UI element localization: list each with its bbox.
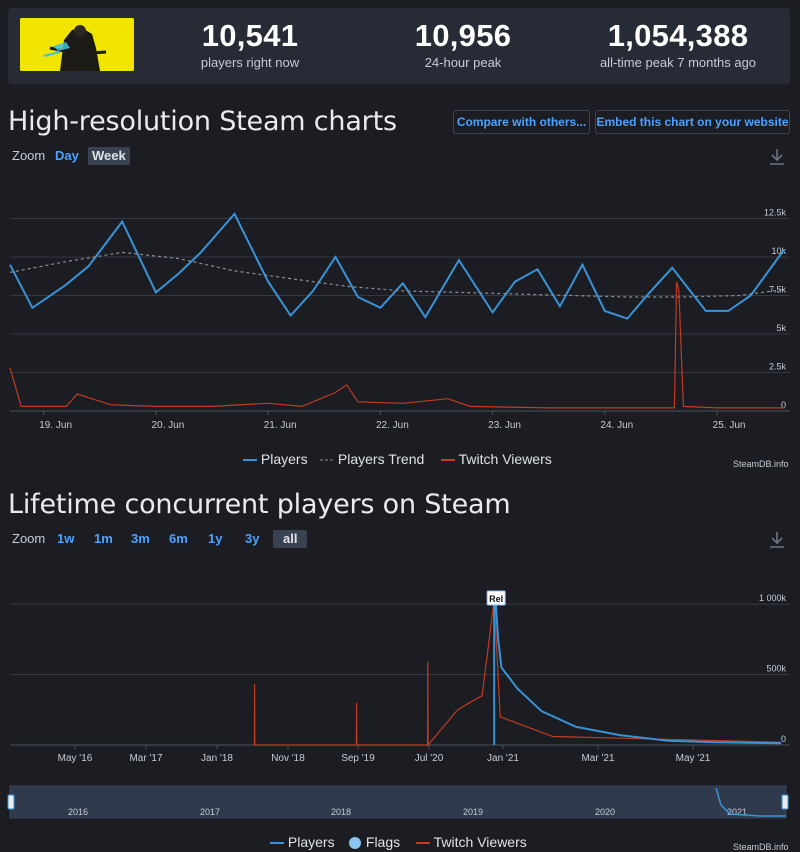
stat-all-time-peak-label: all-time peak 7 months ago <box>599 55 757 70</box>
download-icon[interactable] <box>769 148 785 166</box>
legend-item-twitch-viewers[interactable]: Twitch Viewers <box>416 834 527 850</box>
legend-item-players-trend[interactable]: Players Trend <box>320 451 424 467</box>
legend-players-swatch <box>243 459 257 462</box>
y-tick-label: 500k <box>766 664 786 674</box>
lifetime-credit[interactable]: SteamDB.info <box>733 842 789 852</box>
legend-players-label: Players <box>260 451 308 467</box>
stat-current-label: players right now <box>200 55 300 70</box>
range-navigator[interactable] <box>9 785 787 819</box>
release-flag[interactable] <box>486 590 506 606</box>
x-tick-label: 23. Jun <box>488 420 521 431</box>
y-tick-label: 12.5k <box>764 208 787 218</box>
zoom-day-option[interactable]: Day <box>55 148 79 163</box>
navigator-right-handle[interactable] <box>781 794 789 810</box>
lifetime-zoom-label: Zoom <box>12 531 46 546</box>
stat-24h-peak-value: 10,956 <box>414 18 512 53</box>
x-tick-label: May '21 <box>676 753 711 764</box>
y-tick-label: 2.5k <box>769 362 787 372</box>
zoom-6m-option[interactable]: 6m <box>169 531 188 546</box>
stat-current: 10,541 players right now <box>145 18 355 71</box>
series-line-players[interactable] <box>493 596 782 745</box>
x-tick-label: Nov '18 <box>271 753 305 764</box>
x-tick-label: 21. Jun <box>264 420 297 431</box>
highres-zoom-label: Zoom <box>12 148 46 163</box>
x-tick-label: 25. Jun <box>713 420 746 431</box>
legend-item-twitch-viewers[interactable]: Twitch Viewers <box>441 451 552 467</box>
x-tick-label: Jan '21 <box>487 753 519 764</box>
release-flag-label: Rel <box>489 594 503 604</box>
series-line-players[interactable] <box>9 212 786 320</box>
navigator-year-label: 2020 <box>595 807 615 817</box>
highres-title: High-resolution Steam charts <box>8 106 397 137</box>
legend-players-label: Players <box>287 834 335 850</box>
highres-chart[interactable]: 12.5k 10k 7.5k 5k 2.5k 0 19. Jun 20. Jun 21. Jun… <box>0 170 800 445</box>
y-tick-label: 10k <box>771 246 786 256</box>
highres-credit[interactable]: SteamDB.info <box>733 459 789 469</box>
legend-item-players[interactable]: Players <box>270 834 335 850</box>
y-tick-label: 7.5k <box>769 285 787 295</box>
zoom-3y-option[interactable]: 3y <box>245 531 260 546</box>
navigator-year-label: 2019 <box>463 807 483 817</box>
game-thumbnail[interactable] <box>20 18 134 71</box>
legend-flags-label: Flags <box>365 834 401 850</box>
stat-current-value: 10,541 <box>201 18 299 53</box>
legend-twitch-label: Twitch Viewers <box>458 451 552 467</box>
zoom-1m-option[interactable]: 1m <box>94 531 113 546</box>
legend-players-swatch <box>270 842 284 845</box>
stat-24h-peak-label: 24-hour peak <box>424 55 502 70</box>
navigator-year-label: 2018 <box>331 807 351 817</box>
x-tick-label: Mar '21 <box>581 753 614 764</box>
zoom-all-option[interactable]: all <box>273 530 308 548</box>
navigator-left-handle[interactable] <box>7 794 15 810</box>
x-tick-label: 24. Jun <box>600 420 633 431</box>
legend-twitch-swatch <box>441 459 455 462</box>
compare-button[interactable]: Compare with others... <box>453 110 590 134</box>
x-tick-label: Jan '18 <box>201 753 233 764</box>
series-line-twitch-viewers[interactable] <box>253 599 782 747</box>
y-tick-label: 0 <box>781 400 786 410</box>
stat-all-time-peak-value: 1,054,388 <box>607 18 749 53</box>
lifetime-legend: Players Flags Twitch Viewers <box>270 834 550 852</box>
x-tick-label: Jul '20 <box>415 753 444 764</box>
stat-24h-peak: 10,956 24-hour peak <box>358 18 568 71</box>
navigator-players-line <box>715 787 786 817</box>
stats-bar: 10,541 players right now 10,956 24-hour … <box>8 8 790 84</box>
navigator-year-label: 2021 <box>727 807 747 817</box>
y-tick-label: 0 <box>781 734 786 744</box>
embed-chart-button[interactable]: Embed this chart on your website <box>595 110 790 134</box>
highres-legend: Players Players Trend Twitch Viewers <box>243 451 573 469</box>
stat-all-time-peak: 1,054,388 all-time peak 7 months ago <box>573 18 783 71</box>
zoom-week-option[interactable]: Week <box>88 147 130 165</box>
x-tick-label: 22. Jun <box>376 420 409 431</box>
zoom-3m-option[interactable]: 3m <box>131 531 150 546</box>
zoom-1y-option[interactable]: 1y <box>208 531 223 546</box>
y-tick-label: 5k <box>776 323 786 333</box>
lifetime-title: Lifetime concurrent players on Steam <box>8 489 511 520</box>
navigator-year-label: 2016 <box>68 807 88 817</box>
legend-trend-swatch <box>320 459 334 461</box>
zoom-1w-option[interactable]: 1w <box>57 531 75 546</box>
x-tick-label: 19. Jun <box>39 420 72 431</box>
x-tick-label: Mar '17 <box>129 753 162 764</box>
game-thumbnail-art <box>20 18 134 71</box>
legend-item-players[interactable]: Players <box>243 451 308 467</box>
download-icon[interactable] <box>769 531 785 549</box>
flag-dot-icon <box>349 837 361 850</box>
x-tick-label: 20. Jun <box>151 420 184 431</box>
x-tick-label: Sep '19 <box>341 753 375 764</box>
lifetime-chart[interactable]: 1 000k 500k 0 May '16 Mar '17 Jan '18 Nov '18 S… <box>0 580 800 820</box>
x-tick-label: May '16 <box>58 753 93 764</box>
legend-item-flags[interactable]: Flags <box>348 834 400 850</box>
legend-trend-label: Players Trend <box>337 451 425 467</box>
series-line-twitch-viewers[interactable] <box>9 281 785 409</box>
navigator-year-label: 2017 <box>200 807 220 817</box>
series-line-players-trend[interactable] <box>9 251 785 298</box>
y-tick-label: 1 000k <box>759 593 787 603</box>
legend-twitch-label: Twitch Viewers <box>433 834 527 850</box>
legend-twitch-swatch <box>416 842 430 845</box>
